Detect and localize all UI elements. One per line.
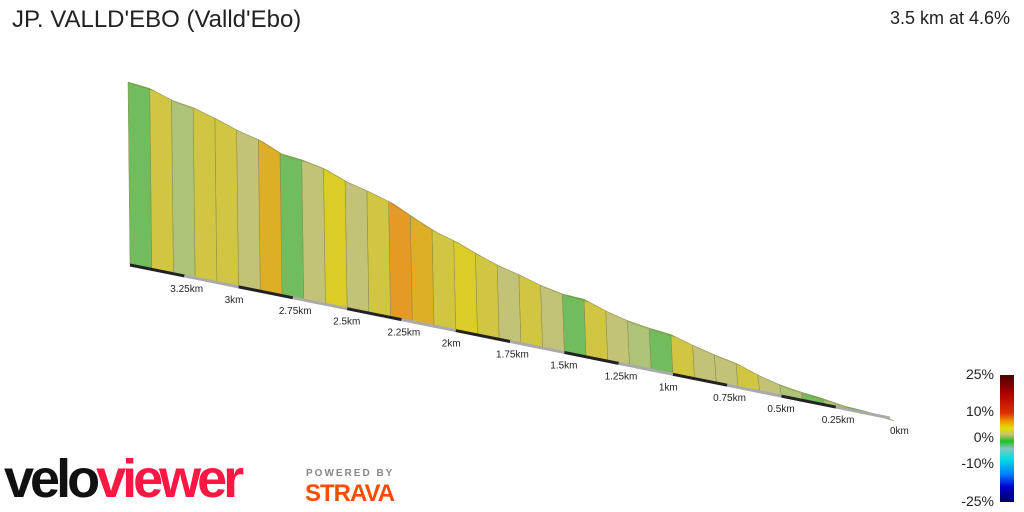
x-tick-label: 0.5km: [767, 404, 794, 415]
profile-segment: [214, 117, 239, 288]
profile-segment: [496, 264, 522, 344]
profile-segment: [518, 274, 543, 349]
profile-segment: [670, 334, 695, 379]
x-tick-label: 2.75km: [279, 306, 312, 317]
veloviewer-logo: veloviewer: [4, 449, 244, 509]
distance-axis-band: [346, 307, 402, 322]
profile-segment: [236, 129, 261, 292]
distance-axis-band: [509, 340, 565, 354]
distance-axis-band: [129, 263, 185, 278]
profile-segment: [388, 200, 413, 323]
distance-axis-band: [835, 405, 891, 420]
profile-segment: [583, 298, 608, 362]
x-tick-label: 2km: [442, 339, 461, 350]
x-tick-label: 0.25km: [822, 415, 855, 426]
distance-axis-band: [455, 329, 511, 343]
distance-axis-band: [563, 350, 619, 365]
distance-axis-band: [672, 372, 728, 387]
distance-axis-band: [238, 285, 294, 300]
distance-axis-band: [292, 296, 348, 311]
profile-segment: [366, 190, 391, 318]
legend-label: -25%: [961, 493, 994, 509]
x-tick-label: 2.5km: [333, 317, 360, 328]
distance-axis-band: [183, 274, 239, 289]
segment-title: JP. VALLD'EBO (Valld'Ebo): [12, 6, 302, 33]
x-tick-label: 1.75km: [496, 350, 529, 361]
profile-segment: [475, 252, 500, 340]
profile-segment: [540, 284, 565, 353]
profile-segment: [127, 81, 152, 270]
powered-by-text: POWERED BY: [306, 468, 395, 479]
profile-segment: [562, 293, 587, 358]
profile-segment: [323, 167, 348, 310]
profile-segment: [431, 229, 456, 331]
x-tick-label: 1km: [659, 382, 678, 393]
legend-label: -10%: [961, 455, 994, 471]
distance-axis-band: [781, 394, 837, 409]
profile-segment: [171, 99, 196, 279]
x-tick-label: 0.75km: [713, 393, 746, 404]
profile-segment: [410, 215, 435, 327]
profile-segment: [279, 153, 304, 301]
distance-axis-band: [726, 383, 782, 398]
profile-segment: [344, 180, 370, 314]
profile-segment: [149, 88, 174, 275]
legend-label: 25%: [965, 366, 994, 382]
strava-logo: STRAVA: [305, 480, 395, 507]
profile-segment: [453, 240, 478, 336]
x-tick-label: 1.5km: [550, 360, 577, 371]
distance-axis-band: [401, 318, 457, 333]
distance-axis-band: [618, 361, 674, 376]
x-tick-label: 3km: [225, 295, 244, 306]
x-tick-label: 1.25km: [605, 371, 638, 382]
legend-label: 0%: [973, 429, 994, 445]
profile-segment: [301, 159, 326, 305]
x-tick-label: 2.25km: [387, 328, 420, 339]
legend-label: 10%: [965, 403, 994, 419]
gradient-legend-bar: [1000, 375, 1014, 502]
x-tick-label: 0km: [890, 426, 909, 437]
profile-segment: [192, 107, 218, 283]
profile-segment: [258, 139, 283, 296]
profile-top-face: [127, 81, 156, 92]
segment-summary: 3.5 km at 4.6%: [889, 8, 1010, 28]
profile-segment: [605, 310, 630, 366]
x-tick-label: 3.25km: [170, 284, 203, 295]
